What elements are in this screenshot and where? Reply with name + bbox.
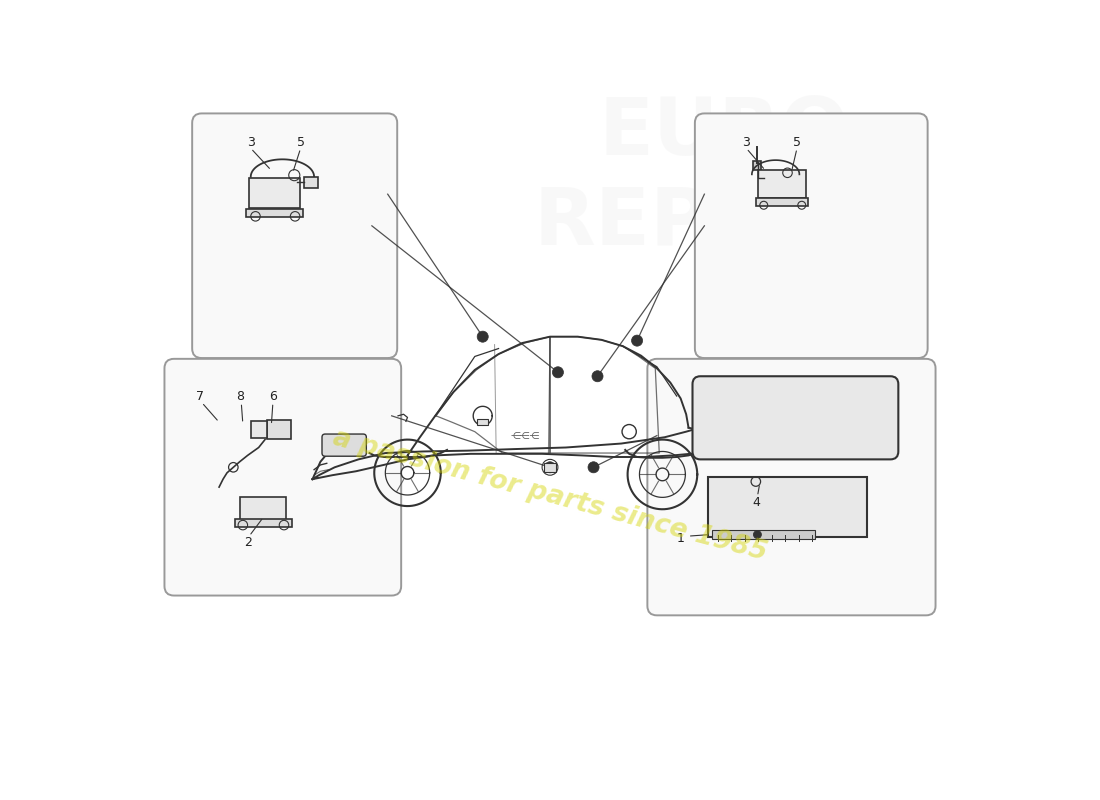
Bar [235, 518, 292, 526]
FancyBboxPatch shape [648, 359, 935, 615]
FancyBboxPatch shape [192, 114, 397, 358]
Bar [251, 421, 266, 438]
Text: EURO
REPAIRS: EURO REPAIRS [534, 94, 914, 262]
FancyBboxPatch shape [728, 418, 745, 446]
Bar [543, 462, 557, 472]
Bar [756, 198, 807, 206]
Text: 7: 7 [196, 390, 205, 402]
FancyBboxPatch shape [695, 114, 927, 358]
Bar [758, 170, 805, 198]
Bar [304, 177, 318, 188]
Text: 5: 5 [793, 136, 801, 150]
Circle shape [588, 462, 600, 473]
Text: a passion for parts since 1985: a passion for parts since 1985 [330, 425, 770, 566]
Circle shape [552, 366, 563, 378]
Text: 1: 1 [676, 532, 684, 545]
Bar [249, 178, 300, 208]
Text: 3: 3 [246, 136, 255, 150]
Circle shape [544, 462, 556, 473]
Bar [708, 477, 867, 537]
Text: 4: 4 [752, 497, 760, 510]
FancyBboxPatch shape [693, 376, 899, 459]
Text: 5: 5 [297, 136, 305, 150]
FancyBboxPatch shape [165, 359, 402, 595]
Text: ⋲⋲⋲: ⋲⋲⋲ [510, 430, 539, 441]
Bar [754, 161, 761, 170]
Text: 3: 3 [742, 136, 750, 150]
Circle shape [631, 335, 642, 346]
Text: 8: 8 [235, 390, 244, 402]
Bar [241, 497, 286, 520]
Bar [713, 530, 815, 539]
Circle shape [477, 331, 488, 342]
Circle shape [754, 530, 761, 538]
FancyBboxPatch shape [322, 434, 366, 456]
Text: 6: 6 [270, 390, 277, 402]
Bar [267, 420, 292, 438]
Circle shape [592, 370, 603, 382]
Bar [477, 419, 488, 426]
Text: 2: 2 [243, 536, 252, 549]
Bar [246, 210, 302, 217]
